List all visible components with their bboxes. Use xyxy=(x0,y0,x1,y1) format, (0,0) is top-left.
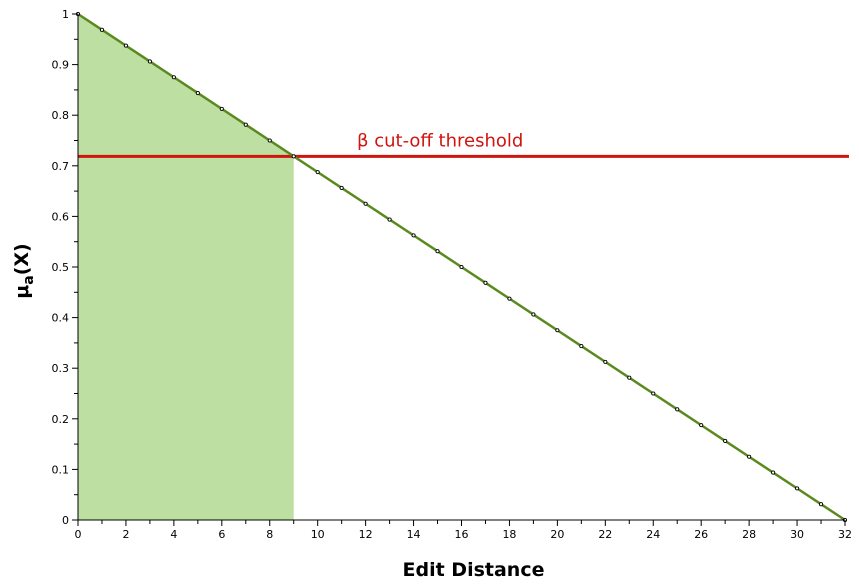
x-tick-label: 2 xyxy=(122,528,129,541)
x-tick-label: 14 xyxy=(407,528,421,541)
y-tick-label: 0.6 xyxy=(52,210,70,223)
y-tick-label: 0.9 xyxy=(52,59,70,72)
data-point xyxy=(171,75,176,80)
data-point xyxy=(195,91,200,96)
x-tick-label: 8 xyxy=(266,528,273,541)
y-tick-label: 0.4 xyxy=(52,312,70,325)
data-point xyxy=(795,486,800,491)
data-point xyxy=(291,154,296,159)
y-tick-label: 0.5 xyxy=(52,261,70,274)
shaded-area xyxy=(78,14,294,520)
data-point xyxy=(267,138,272,143)
data-point xyxy=(699,423,704,428)
data-point xyxy=(579,344,584,349)
series-layer xyxy=(75,11,848,523)
data-point xyxy=(315,170,320,175)
x-tick-label: 16 xyxy=(455,528,469,541)
data-point xyxy=(147,59,152,64)
ticks-layer: 0 2 4 6 8 10 12 14 16 18 20 22 24 26 28 30 3200.10.20.30… xyxy=(52,8,853,541)
y-tick-label: 0 xyxy=(62,514,69,527)
x-tick-label: 20 xyxy=(550,528,564,541)
data-point xyxy=(771,470,776,475)
x-tick-label: 18 xyxy=(502,528,516,541)
data-point xyxy=(387,217,392,222)
data-point xyxy=(483,280,488,285)
data-point xyxy=(555,328,560,333)
data-point xyxy=(123,43,128,48)
data-point xyxy=(243,122,248,127)
y-tick-label: 0.2 xyxy=(52,413,70,426)
y-tick-label: 1 xyxy=(62,8,69,21)
data-point xyxy=(99,27,105,32)
data-point xyxy=(723,438,728,443)
y-tick-label: 0.3 xyxy=(52,362,70,375)
x-tick-label: 10 xyxy=(311,528,325,541)
x-tick-label: 30 xyxy=(790,528,804,541)
y-tick-label: 0.7 xyxy=(52,160,70,173)
shaded-region-layer xyxy=(78,14,294,520)
data-point xyxy=(675,407,680,412)
x-tick-label: 32 xyxy=(838,528,852,541)
x-tick-label: 22 xyxy=(598,528,612,541)
data-point xyxy=(627,375,632,380)
data-point xyxy=(651,391,656,396)
x-axis-title: Edit Distance xyxy=(403,559,545,581)
threshold-label: β cut-off threshold xyxy=(357,130,523,151)
y-axis-title-sub: a xyxy=(21,275,37,284)
data-point xyxy=(747,454,752,459)
data-point xyxy=(363,201,368,206)
y-axis-title: μa(X) xyxy=(11,243,37,298)
data-point xyxy=(603,359,608,364)
x-tick-label: 0 xyxy=(75,528,82,541)
x-tick-label: 6 xyxy=(218,528,225,541)
y-axis-title-main: μ xyxy=(11,285,33,299)
x-tick-label: 26 xyxy=(694,528,708,541)
x-tick-label: 12 xyxy=(359,528,373,541)
data-point xyxy=(507,296,512,301)
y-tick-label: 0.1 xyxy=(52,463,70,476)
data-point xyxy=(459,264,464,270)
data-point xyxy=(818,502,824,507)
y-tick-label: 0.8 xyxy=(52,109,70,122)
data-point xyxy=(339,185,344,190)
data-point xyxy=(411,233,416,238)
data-point xyxy=(531,312,536,317)
data-point xyxy=(219,106,224,111)
y-axis-title-tail: (X) xyxy=(11,243,33,275)
x-tick-label: 28 xyxy=(742,528,756,541)
x-tick-label: 24 xyxy=(646,528,660,541)
x-tick-label: 4 xyxy=(170,528,177,541)
data-point xyxy=(435,249,440,254)
